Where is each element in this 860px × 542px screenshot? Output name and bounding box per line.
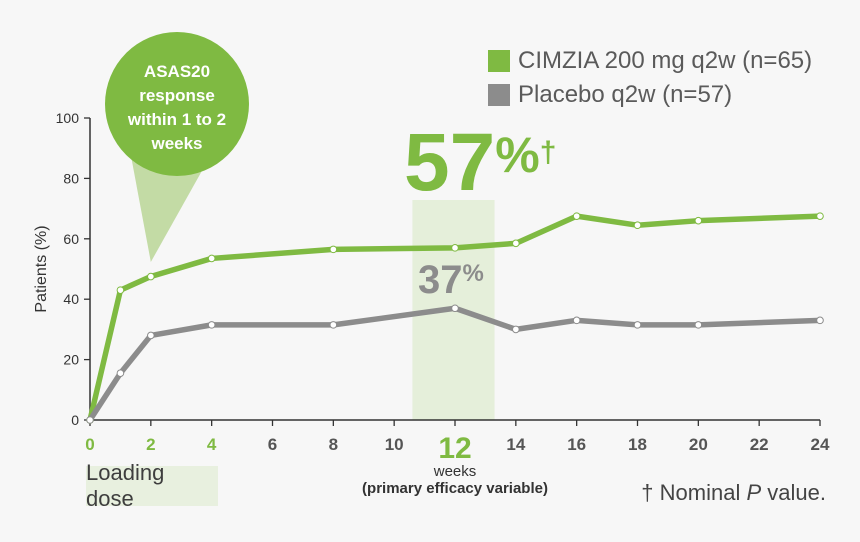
y-tick-label: 20 (63, 352, 79, 368)
footnote-text: Nominal (659, 480, 747, 505)
y-tick-label: 80 (63, 170, 79, 186)
data-point (147, 272, 155, 281)
x-tick-label: 20 (689, 435, 708, 454)
data-point (572, 212, 581, 220)
callout-text-line: response (139, 86, 215, 105)
cimzia-value-number: 57 (404, 117, 495, 208)
data-point (207, 321, 216, 329)
cimzia-value-dagger: † (540, 136, 557, 169)
data-point (633, 321, 642, 329)
x-axis-label: weeks (primary efficacy variable) (340, 463, 570, 497)
loading-dose-label: Loading dose (86, 460, 218, 511)
legend-swatch-placebo (488, 84, 510, 106)
data-point (816, 212, 824, 220)
legend-item-placebo: Placebo q2w (n=57) (488, 78, 812, 112)
data-point (451, 244, 459, 252)
data-point (816, 316, 824, 325)
data-point (633, 221, 642, 230)
x-tick-label: 10 (385, 435, 404, 454)
x-tick-label: 14 (506, 435, 525, 454)
y-tick-label: 0 (71, 412, 79, 428)
callout-bubble (105, 32, 249, 176)
footnote-p: P (746, 480, 762, 505)
data-point (329, 321, 338, 329)
y-tick-label: 60 (63, 231, 79, 247)
data-point (116, 286, 125, 294)
placebo-value-percent: % (463, 260, 484, 287)
x-axis-label-line2: (primary efficacy variable) (362, 480, 548, 497)
data-point (329, 245, 338, 254)
data-point (116, 369, 125, 377)
x-tick-label: 0 (85, 435, 94, 454)
annotation-layer: 57%†37% (404, 117, 556, 302)
placebo-value-number: 37 (418, 258, 463, 302)
series-layer (86, 212, 824, 424)
x-tick-label: 16 (567, 435, 586, 454)
callout-text-line: within 1 to 2 (127, 110, 226, 129)
legend-label-cimzia: CIMZIA 200 mg q2w (n=65) (518, 47, 813, 74)
x-tick-label: 24 (811, 435, 830, 454)
x-tick-label: 18 (628, 435, 647, 454)
y-tick-label: 100 (56, 110, 80, 126)
callout-layer: ASAS20 response within 1 to 2 weeks (105, 32, 249, 262)
x-tick-label: 12 (438, 432, 471, 465)
data-point (147, 331, 155, 340)
y-axis-title: Patients (%) (33, 225, 50, 312)
data-point (572, 316, 581, 325)
data-point (86, 416, 94, 424)
legend-item-cimzia: CIMZIA 200 mg q2w (n=65) (488, 44, 812, 78)
legend-swatch-cimzia (488, 50, 510, 72)
footnote-text-end: value. (761, 480, 826, 505)
x-axis-label-line1: weeks (433, 463, 477, 480)
legend: CIMZIA 200 mg q2w (n=65) Placebo q2w (n=… (488, 44, 812, 112)
data-point (512, 325, 520, 334)
data-point (207, 254, 216, 263)
footnote-dagger: † (641, 480, 654, 505)
x-tick-label: 22 (750, 435, 769, 454)
x-tick-label: 2 (146, 435, 155, 454)
x-tick-label: 6 (268, 435, 277, 454)
data-point (694, 321, 703, 329)
callout-text-line: ASAS20 (144, 62, 210, 81)
y-tick-label: 40 (63, 291, 79, 307)
data-point (451, 304, 459, 313)
data-point (694, 216, 703, 225)
x-tick-label: 4 (207, 435, 217, 454)
callout-text-line: weeks (150, 134, 202, 153)
placebo-week12-value: 37% (418, 258, 484, 302)
data-point (512, 239, 520, 248)
x-tick-label: 8 (329, 435, 338, 454)
footnote: † Nominal P value. (641, 480, 826, 506)
legend-label-placebo: Placebo q2w (n=57) (518, 81, 733, 108)
cimzia-value-percent: % (495, 127, 539, 183)
cimzia-week12-value: 57%† (404, 117, 556, 208)
